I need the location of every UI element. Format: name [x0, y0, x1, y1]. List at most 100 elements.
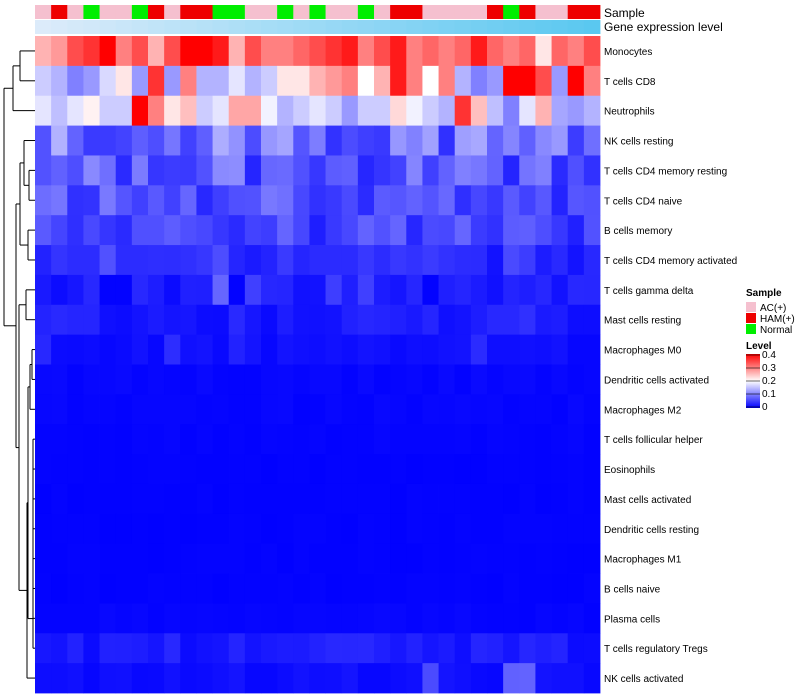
- heatmap-cell: [325, 65, 343, 97]
- heatmap-cell: [503, 125, 520, 156]
- sample-cell-ac: [115, 5, 133, 19]
- sample-cell-n: [503, 5, 520, 19]
- heatmap-cell: [583, 454, 601, 485]
- heatmap-cell: [35, 274, 52, 306]
- heatmap-cell: [454, 304, 472, 336]
- heatmap-cell: [51, 274, 68, 306]
- heatmap-cell: [261, 454, 278, 485]
- heatmap-cell: [35, 543, 52, 574]
- heatmap-cell: [309, 245, 326, 276]
- heatmap-cell: [67, 364, 84, 395]
- row-labels: Monocytes T cells CD8 Neutrophils NK cells …: [604, 47, 737, 685]
- heatmap-cell: [228, 95, 246, 126]
- heatmap-cell: [519, 573, 536, 604]
- heatmap-cell: [131, 663, 149, 694]
- heatmap-cell: [567, 543, 585, 574]
- heatmap-cell: [374, 245, 391, 276]
- heatmap-cell: [519, 304, 536, 336]
- heatmap-cell: [357, 663, 375, 694]
- heatmap-cell: [567, 274, 585, 306]
- heatmap-cell: [567, 573, 585, 604]
- heatmap-cell: [519, 245, 536, 276]
- heatmap-cell: [567, 603, 585, 634]
- sample-cell-ac: [438, 5, 456, 19]
- heatmap-cell: [470, 334, 488, 365]
- heatmap-cell: [422, 95, 439, 126]
- heatmap-cell: [244, 274, 262, 306]
- gene-expression-cell: [212, 20, 230, 34]
- heatmap-cell: [148, 36, 165, 67]
- heatmap-cell: [535, 424, 552, 455]
- row-label: Macrophages M0: [604, 346, 682, 357]
- heatmap-cell: [583, 185, 601, 216]
- level-tick-0.4: 0.4: [762, 350, 776, 361]
- heatmap-cell: [519, 513, 536, 545]
- heatmap-cell: [390, 274, 407, 306]
- sample-cell-n: [212, 5, 230, 19]
- sample-cell-ham: [390, 5, 407, 19]
- legend-label-ham: HAM(+): [760, 314, 795, 325]
- sample-annotation-track: [35, 5, 601, 19]
- heatmap-cell: [503, 513, 520, 545]
- gene-expression-cell: [293, 20, 310, 34]
- heatmap-cell: [148, 245, 165, 276]
- heatmap-cell: [341, 364, 359, 395]
- heatmap-cell: [567, 245, 585, 276]
- row-dendrogram: [3, 50, 35, 679]
- heatmap-cell: [454, 573, 472, 604]
- gene-expression-cell: [228, 20, 246, 34]
- heatmap-cell: [164, 394, 181, 425]
- heatmap-cell: [131, 125, 149, 156]
- heatmap-cell: [164, 36, 181, 67]
- heatmap-cell: [196, 185, 213, 216]
- heatmap-cell: [551, 36, 569, 67]
- heatmap-cell: [196, 36, 213, 67]
- heatmap-cell: [228, 424, 246, 455]
- heatmap-cell: [164, 663, 181, 694]
- heatmap-cell: [503, 394, 520, 425]
- heatmap-cell: [180, 513, 197, 545]
- heatmap-cell: [115, 245, 133, 276]
- heatmap-cell: [374, 95, 391, 126]
- heatmap-cell: [244, 424, 262, 455]
- heatmap-cell: [551, 65, 569, 97]
- heatmap-cell: [325, 274, 343, 306]
- heatmap-cell: [148, 304, 165, 336]
- sample-cell-ac: [67, 5, 84, 19]
- legend-label-normal: Normal: [760, 325, 792, 336]
- heatmap-cell: [325, 36, 343, 67]
- heatmap-cell: [35, 573, 52, 604]
- heatmap-cell: [115, 125, 133, 156]
- heatmap-cell: [503, 65, 520, 97]
- heatmap-cell: [67, 125, 84, 156]
- heatmap-cell: [551, 155, 569, 186]
- heatmap-cell: [374, 394, 391, 425]
- heatmap-cell: [357, 125, 375, 156]
- heatmap-cell: [422, 633, 439, 664]
- heatmap-cell: [83, 95, 100, 126]
- heatmap-cell: [341, 603, 359, 634]
- heatmap-cell: [519, 663, 536, 694]
- heatmap-cell: [244, 394, 262, 425]
- heatmap-cell: [51, 483, 68, 515]
- heatmap-cell: [454, 36, 472, 67]
- heatmap-cell: [115, 304, 133, 336]
- heatmap-cell: [341, 274, 359, 306]
- heatmap-cell: [341, 65, 359, 97]
- heatmap-cell: [180, 215, 197, 246]
- heatmap-cell: [341, 454, 359, 485]
- heatmap-cell: [470, 513, 488, 545]
- heatmap-cell: [115, 483, 133, 515]
- heatmap-cell: [390, 95, 407, 126]
- heatmap-cell: [131, 304, 149, 336]
- heatmap-cell: [438, 543, 456, 574]
- heatmap-cell: [357, 274, 375, 306]
- gene-expression-cell: [67, 20, 84, 34]
- heatmap-cell: [261, 245, 278, 276]
- heatmap-cell: [244, 334, 262, 365]
- heatmap-cell: [115, 633, 133, 664]
- heatmap-cell: [164, 454, 181, 485]
- heatmap-cell: [567, 663, 585, 694]
- legend-swatch-ham: [746, 313, 756, 323]
- heatmap-cell: [583, 633, 601, 664]
